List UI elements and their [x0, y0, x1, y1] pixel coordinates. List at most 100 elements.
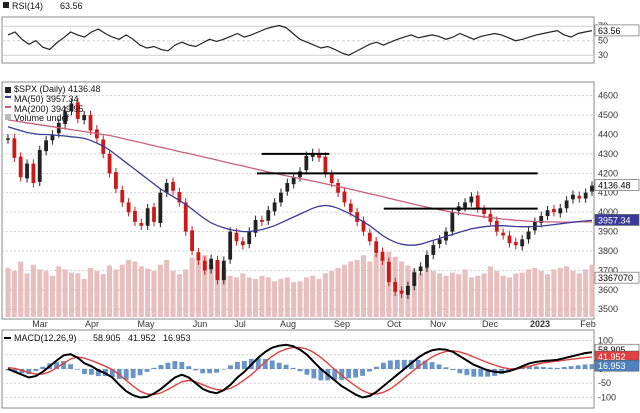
volume-bar	[138, 266, 144, 317]
macd-hist-bar	[533, 366, 539, 369]
volume-bar	[11, 271, 17, 317]
candle-body	[139, 223, 144, 226]
candle-body	[158, 192, 163, 224]
candle-body	[367, 232, 372, 242]
volume-bar	[272, 281, 278, 317]
candle-body	[279, 192, 283, 203]
macd-hist-bar	[228, 365, 233, 369]
candle-body	[475, 195, 480, 209]
volume-bar	[500, 275, 506, 317]
volume-bar	[360, 255, 367, 317]
volume-bar	[335, 267, 341, 317]
macd-hist-bar	[436, 364, 442, 369]
candle-body	[469, 196, 474, 203]
price-flag-bg	[594, 214, 640, 226]
candle-body	[361, 220, 366, 232]
candle-body	[291, 177, 296, 185]
volume-bar	[576, 273, 582, 317]
volume-bar	[570, 271, 576, 317]
candle-body	[564, 200, 569, 209]
volume-bar	[62, 269, 68, 317]
volume-bar	[94, 271, 100, 317]
macd-hist-bar	[241, 361, 247, 369]
month-label: 2023	[530, 319, 550, 329]
rsi-value: 63.56	[60, 1, 83, 11]
candle-body	[31, 163, 36, 184]
candle-body	[285, 183, 290, 192]
macd-hist-bar	[200, 369, 206, 374]
macd-hist-bar	[367, 369, 372, 372]
candle-body	[539, 216, 544, 224]
candle-body	[6, 138, 10, 140]
candle-body	[526, 231, 531, 240]
candle-body	[247, 231, 252, 244]
volume-bar	[303, 277, 309, 317]
volume-bar	[145, 268, 151, 317]
macd-hist-bar	[26, 369, 32, 375]
volume-bar	[506, 277, 513, 317]
volume-bar	[164, 259, 170, 317]
macd-hist-bar	[82, 369, 87, 375]
candle-body	[374, 241, 379, 253]
rsi-label: RSI(14)	[12, 1, 43, 11]
volume-bar	[189, 257, 195, 317]
macd-hist-bar	[193, 369, 199, 371]
macd-hist-bar	[429, 362, 435, 369]
macd-hist-bar	[19, 369, 25, 374]
volume-bar	[424, 267, 430, 317]
macd-hist-bar	[589, 364, 595, 369]
candle-body	[75, 102, 80, 119]
macd-hist-bar	[304, 369, 310, 375]
macd-hist-bar	[33, 369, 39, 371]
candle-body	[310, 152, 315, 158]
macd-hist-bar	[360, 369, 366, 376]
macd-signal-value: 41.952	[128, 333, 156, 343]
volume-bar	[113, 269, 119, 317]
candle-body	[342, 191, 347, 203]
price-tick-label: 4600	[598, 91, 618, 101]
volume-bar	[132, 261, 138, 317]
price-tick-label: 4000	[598, 207, 618, 217]
candle-body	[393, 282, 398, 292]
candle-body	[583, 192, 588, 199]
price-flag-bg	[594, 179, 640, 191]
macd-hist-bar	[547, 367, 553, 369]
candle-body	[120, 190, 125, 203]
volume-bar	[411, 269, 417, 317]
month-label: Dec	[482, 319, 499, 329]
candle-body	[272, 202, 277, 212]
volume-bar	[170, 271, 176, 317]
legend-spx: $SPX (Daily) 4136.48	[14, 84, 101, 94]
volume-bar	[468, 277, 474, 317]
volume-bar	[119, 264, 125, 317]
month-label: Jul	[234, 319, 246, 329]
volume-bar	[291, 282, 297, 317]
volume-bar	[100, 274, 106, 317]
volume-bar	[107, 265, 113, 317]
candle-body	[418, 266, 423, 272]
volume-bar	[246, 277, 252, 317]
candle-body	[482, 209, 486, 215]
candle-body	[183, 202, 188, 232]
macd-hist-bar	[144, 369, 150, 372]
candle-body	[571, 194, 575, 200]
volume-bar	[157, 264, 163, 317]
candle-body	[513, 242, 518, 246]
macd-hist-bar	[401, 359, 407, 369]
macd-hist-bar	[374, 366, 379, 369]
macd-hist-bar	[54, 361, 60, 369]
volume-bar	[443, 275, 449, 317]
macd-tick-label: -100	[598, 392, 616, 402]
candle-body	[25, 163, 29, 179]
candle-body	[114, 172, 118, 189]
volume-bar	[278, 278, 284, 317]
volume-bar	[322, 273, 328, 317]
macd-hist-bar	[561, 367, 567, 369]
macd-hist-bar	[221, 369, 226, 370]
volume-bar	[367, 261, 373, 317]
price-tick-label: 4100	[598, 188, 618, 198]
macd-hist-bar	[165, 362, 171, 369]
volume-bar	[214, 261, 221, 317]
macd-hist-bar	[353, 369, 359, 378]
